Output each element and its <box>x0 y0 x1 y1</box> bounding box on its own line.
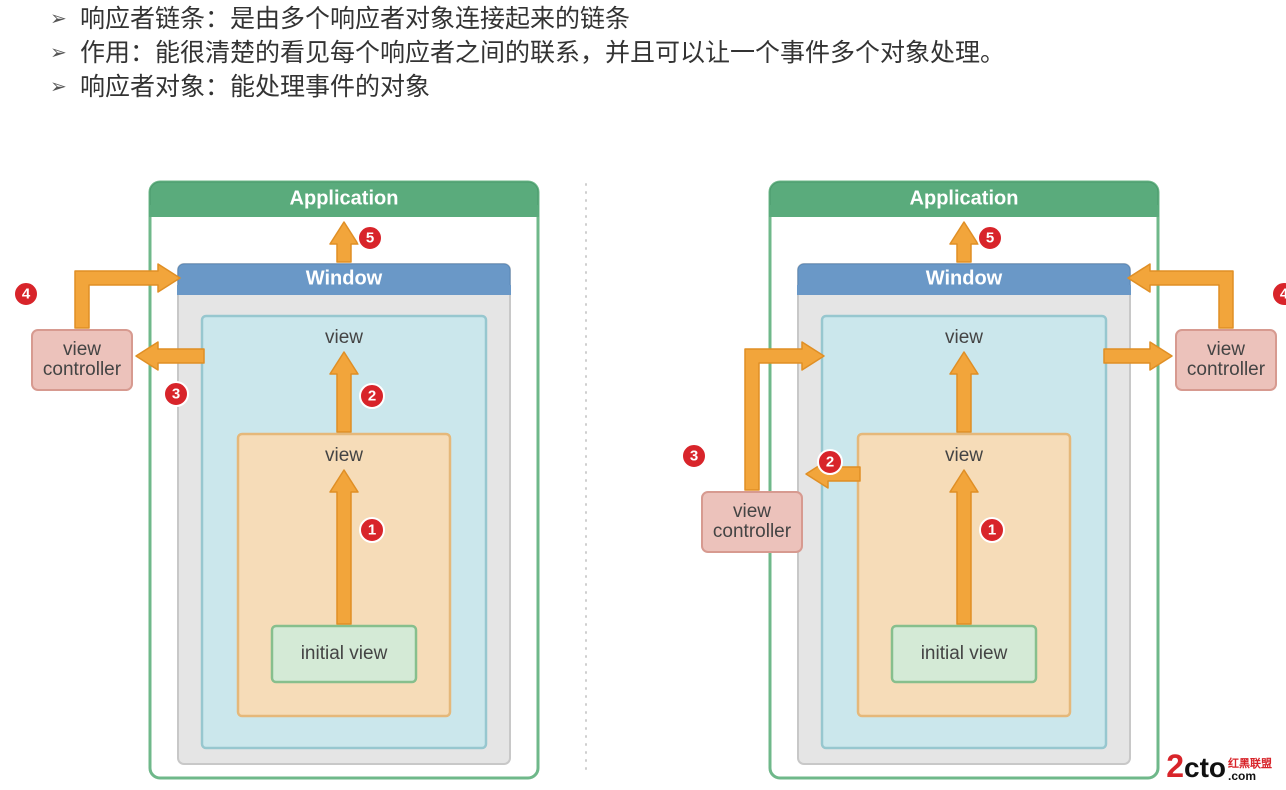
svg-text:Window: Window <box>306 267 383 289</box>
bullet-marker: ➢ <box>50 36 80 70</box>
watermark-cto: cto <box>1184 754 1226 782</box>
svg-text:2: 2 <box>826 453 834 470</box>
bullet-item: ➢ 作用：能很清楚的看见每个响应者之间的联系，并且可以让一个事件多个对象处理。 <box>50 36 1286 70</box>
svg-text:initial view: initial view <box>301 643 388 664</box>
watermark: 2 cto 红黑联盟 .com <box>1166 750 1272 782</box>
bullet-item: ➢ 响应者链条：是由多个响应者对象连接起来的链条 <box>50 2 1286 36</box>
bullet-text: 响应者对象：能处理事件的对象 <box>80 70 1286 104</box>
svg-text:1: 1 <box>368 521 376 538</box>
svg-text:view: view <box>325 327 363 348</box>
bullet-marker: ➢ <box>50 2 80 36</box>
svg-text:view: view <box>325 445 363 466</box>
svg-text:1: 1 <box>988 521 996 538</box>
watermark-2: 2 <box>1166 750 1184 782</box>
svg-text:5: 5 <box>366 229 374 246</box>
svg-text:4: 4 <box>1280 285 1286 302</box>
svg-text:3: 3 <box>172 385 180 402</box>
svg-text:4: 4 <box>22 285 31 302</box>
svg-text:Window: Window <box>926 267 1003 289</box>
diagram: Application Window view view initial view 1 5 2… <box>0 174 1286 784</box>
bullet-text: 作用：能很清楚的看见每个响应者之间的联系，并且可以让一个事件多个对象处理。 <box>80 36 1140 70</box>
svg-text:3: 3 <box>690 447 698 464</box>
bullet-marker: ➢ <box>50 70 80 104</box>
bullet-list: ➢ 响应者链条：是由多个响应者对象连接起来的链条 ➢ 作用：能很清楚的看见每个响… <box>0 0 1286 104</box>
svg-text:view: view <box>945 445 983 466</box>
watermark-com: .com <box>1228 770 1272 782</box>
svg-text:5: 5 <box>986 229 994 246</box>
bullet-text: 响应者链条：是由多个响应者对象连接起来的链条 <box>80 2 1286 36</box>
svg-text:view: view <box>945 327 983 348</box>
svg-text:Application: Application <box>910 187 1019 209</box>
diagram-svg: Application Window view view initial view 1 5 2… <box>0 174 1286 784</box>
svg-text:2: 2 <box>368 387 376 404</box>
svg-text:Application: Application <box>290 187 399 209</box>
bullet-item: ➢ 响应者对象：能处理事件的对象 <box>50 70 1286 104</box>
svg-text:initial view: initial view <box>921 643 1008 664</box>
